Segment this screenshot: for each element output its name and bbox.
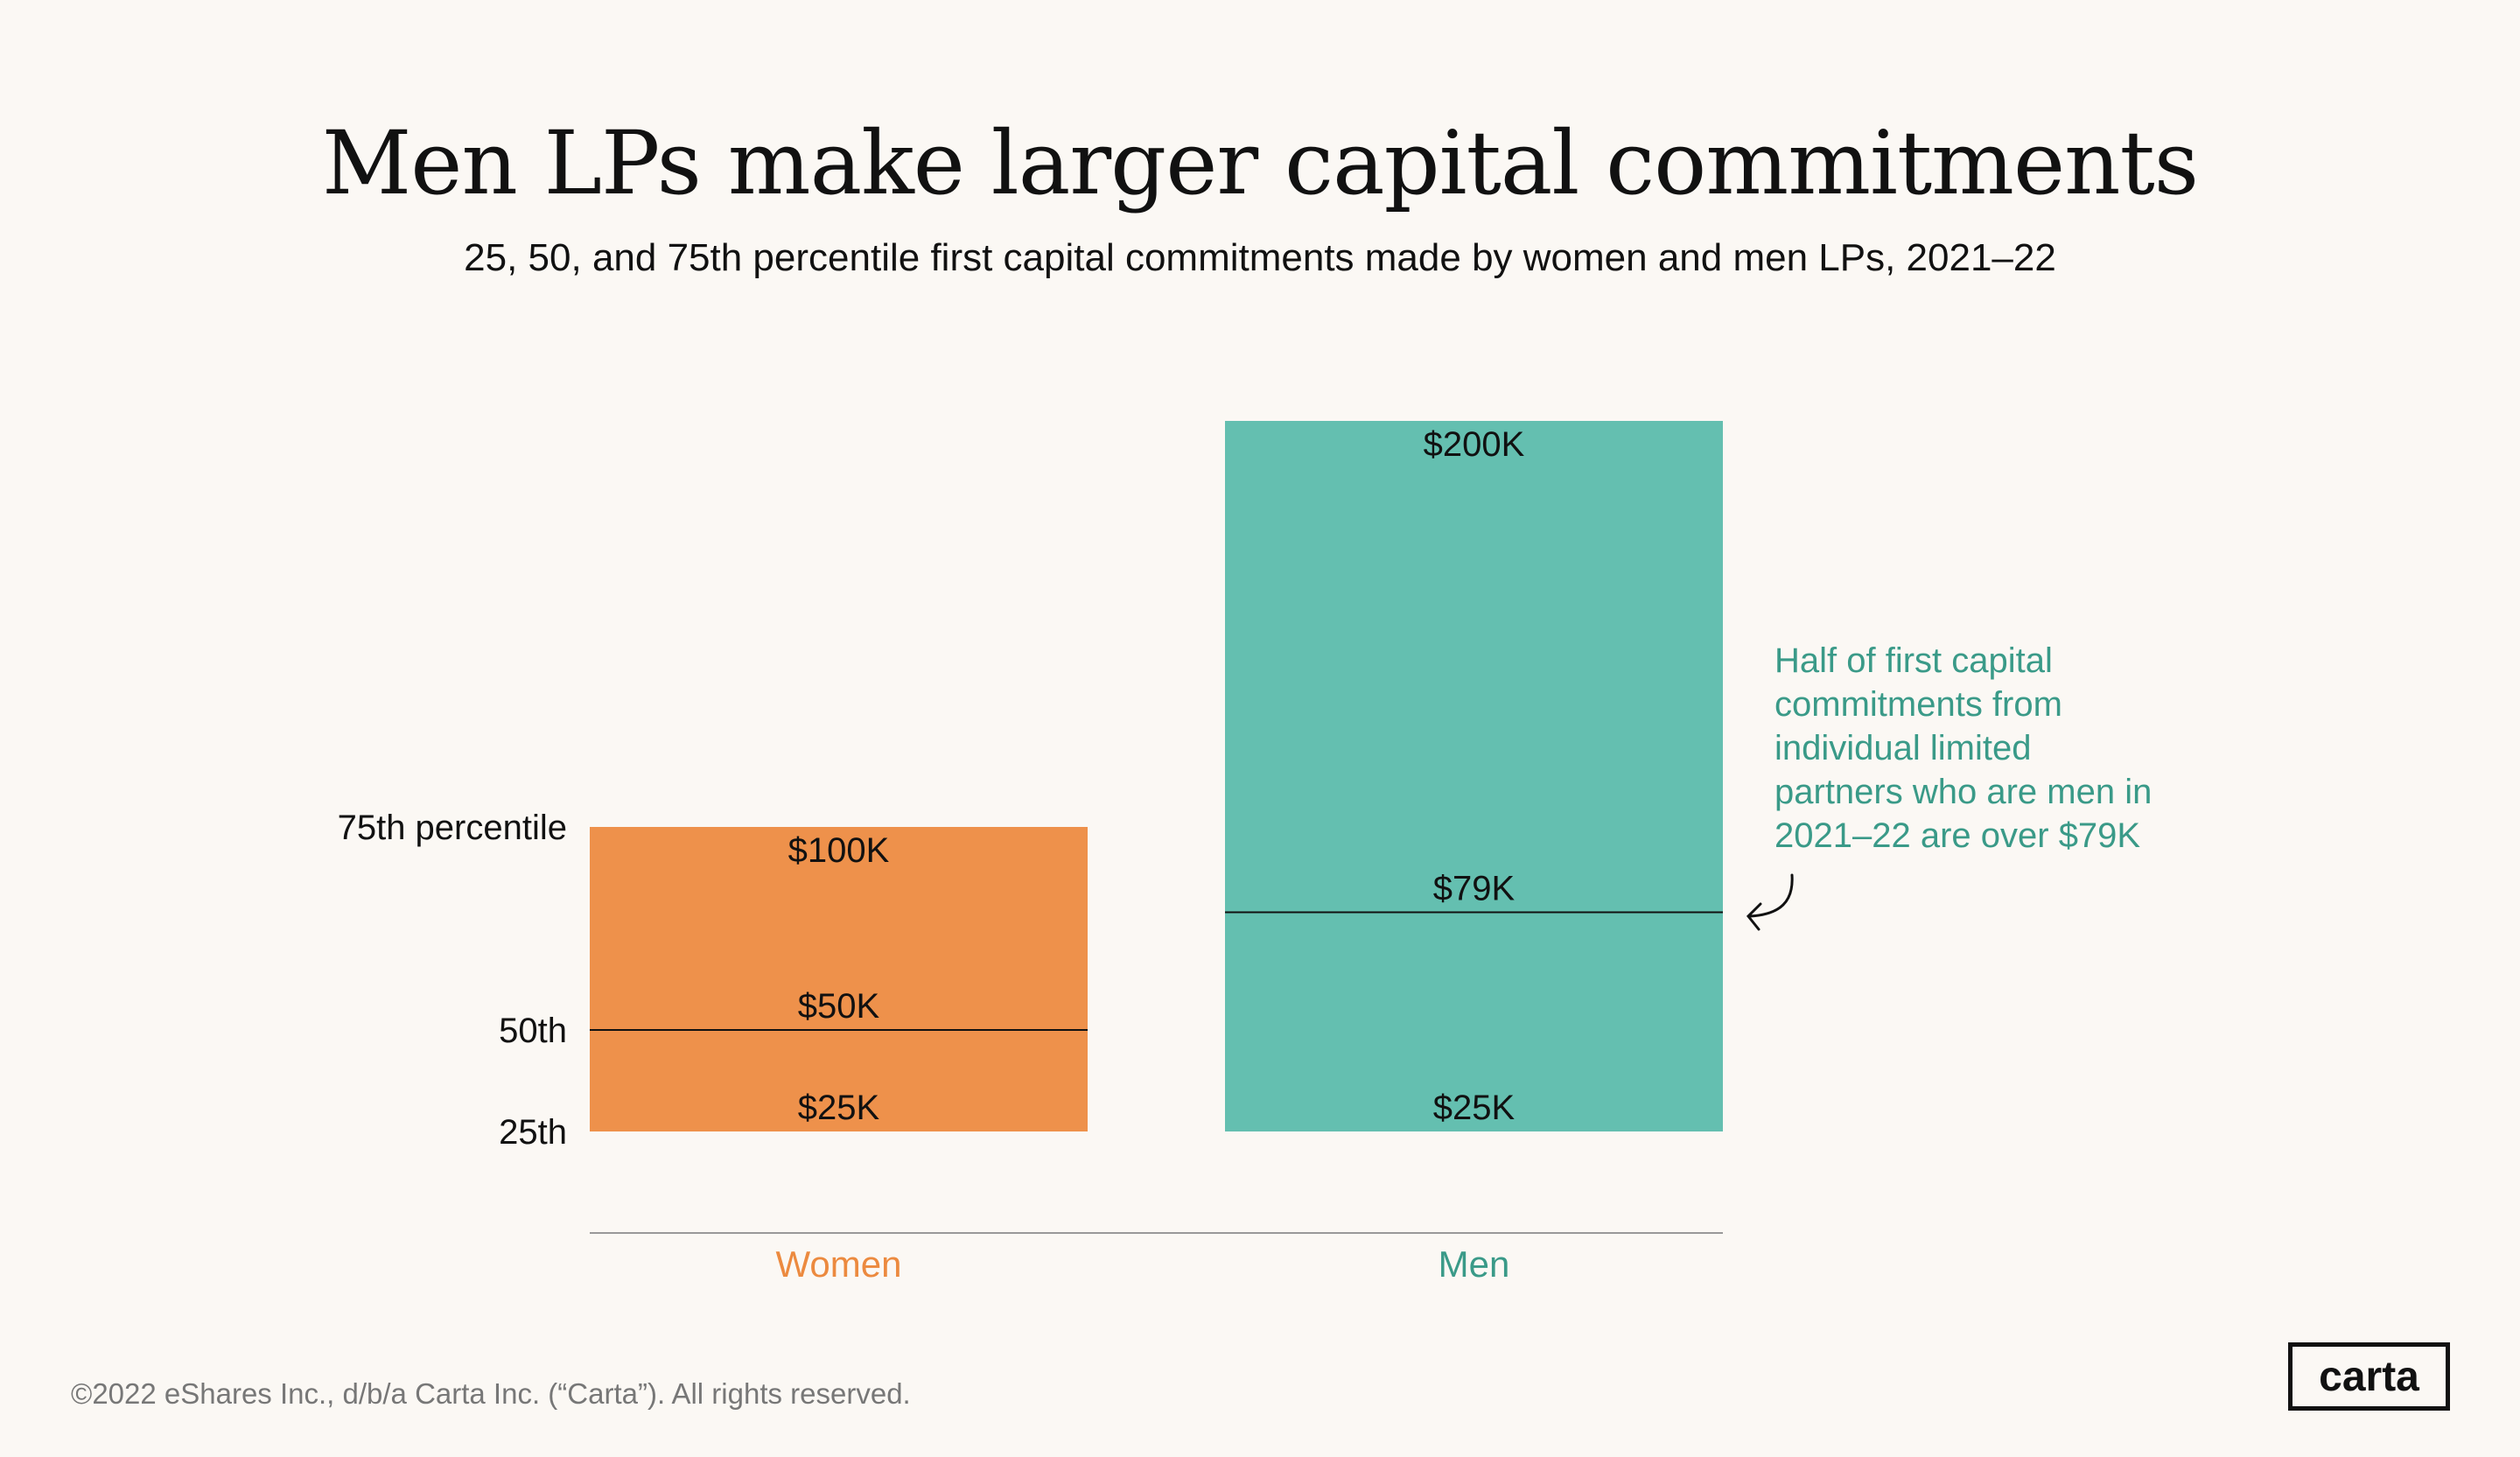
y-tick-label: 75th percentile (338, 809, 567, 847)
carta-logo: carta (2288, 1342, 2450, 1411)
arrow-icon (1746, 873, 1794, 931)
chart-subtitle: 25, 50, and 75th percentile first capita… (464, 236, 2056, 279)
data-label-p25: $25K (1433, 1089, 1516, 1127)
y-tick-label: 50th (499, 1012, 567, 1050)
data-label-p75: $100K (788, 831, 890, 870)
data-label-p50: $79K (1433, 869, 1516, 907)
annotation: Half of first capital commitments from i… (1774, 639, 2230, 858)
data-label-p25: $25K (798, 1089, 880, 1127)
annotation-line: individual limited (1774, 729, 2032, 767)
data-label-p50: $50K (798, 987, 880, 1026)
data-label-p75: $200K (1424, 425, 1525, 464)
chart-title: Men LPs make larger capital commitments (321, 112, 2199, 214)
bar-women (590, 827, 1088, 1131)
annotation-line: partners who are men in (1774, 773, 2152, 811)
bar-men (1225, 421, 1723, 1131)
copyright-footer: ©2022 eShares Inc., d/b/a Carta Inc. (“C… (71, 1377, 911, 1410)
annotation-line: commitments from (1774, 685, 2062, 724)
x-tick-label: Men (1438, 1243, 1510, 1285)
x-tick-label: Women (776, 1243, 902, 1285)
annotation-line: Half of first capital (1774, 641, 2053, 680)
y-tick-label: 25th (499, 1113, 567, 1152)
annotation-line: 2021–22 are over $79K (1774, 816, 2141, 855)
